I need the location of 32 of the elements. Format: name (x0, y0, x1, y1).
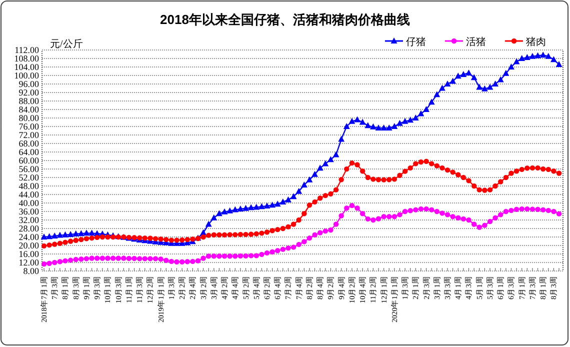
y-tick-label: 20.00 (18, 240, 40, 250)
y-tick-label: 80.00 (18, 113, 40, 123)
y-tick-label: 16.00 (18, 249, 40, 259)
y-tick-label: 44.00 (18, 190, 40, 200)
y-tick-label: 60.00 (18, 156, 40, 166)
y-tick-label: 28.00 (18, 224, 40, 234)
y-tick-label: 56.00 (18, 164, 40, 174)
y-tick-label: 32.00 (18, 215, 40, 225)
y-tick-label: 92.00 (18, 88, 40, 98)
y-tick-label: 72.00 (18, 130, 40, 140)
legend-label: 活猪 (466, 36, 486, 48)
y-tick-label: 24.00 (18, 232, 40, 242)
y-tick-label: 64.00 (18, 147, 40, 157)
y-tick-label: 40.00 (18, 198, 40, 208)
y-tick-label: 88.00 (18, 96, 40, 106)
y-tick-label: 96.00 (18, 79, 40, 89)
y-axis-title: 元/公斤 (50, 38, 83, 50)
y-tick-label: 84.00 (18, 104, 40, 114)
y-tick-label: 112.00 (14, 45, 40, 55)
y-tick-label: 12.00 (18, 258, 40, 268)
y-tick-label: 48.00 (18, 181, 40, 191)
y-tick-label: 68.00 (18, 138, 40, 148)
legend-label: 猪肉 (526, 36, 546, 48)
chart-title: 2018年以来全国仔猪、活猪和猪肉价格曲线 (160, 12, 410, 27)
y-tick-label: 104.00 (14, 62, 40, 72)
y-tick-label: 52.00 (18, 172, 40, 182)
legend-label: 仔猪 (406, 36, 426, 48)
y-tick-label: 100.00 (14, 70, 40, 80)
y-tick-label: 8.00 (23, 266, 40, 276)
y-tick-label: 108.00 (14, 54, 40, 64)
y-tick-label: 76.00 (18, 122, 40, 132)
y-tick-label: 36.00 (18, 206, 40, 216)
